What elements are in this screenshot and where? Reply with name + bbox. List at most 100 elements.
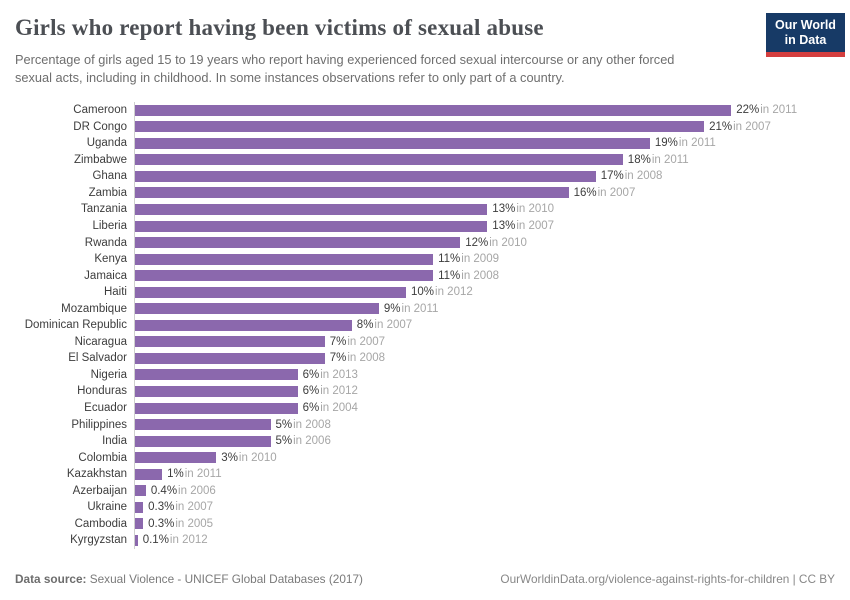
bar[interactable] (135, 468, 163, 480)
year-label: in 2004 (320, 402, 358, 415)
country-label: Dominican Republic (24, 319, 127, 332)
bar[interactable] (135, 270, 434, 282)
bar-value: 11%in 2009 (438, 253, 499, 265)
data-source-prefix: Data source: (15, 572, 87, 586)
year-label: in 2012 (320, 385, 358, 398)
bar[interactable] (135, 170, 596, 182)
value-label: 18% (627, 153, 651, 166)
year-label: in 2011 (678, 137, 716, 150)
country-label: Zambia (88, 186, 127, 199)
country-label: Tanzania (80, 203, 127, 216)
bar[interactable] (135, 237, 461, 249)
bar[interactable] (135, 220, 488, 232)
owid-logo-line1: Our World (775, 18, 836, 32)
year-label: in 2010 (516, 203, 555, 216)
bar-row: Uganda 19%in 2011 (0, 135, 850, 152)
bar-area: 7%in 2008 (134, 350, 850, 367)
bar[interactable] (135, 435, 271, 447)
bar-row: Ecuador 6%in 2004 (0, 399, 850, 417)
bar-value: 16%in 2007 (574, 187, 636, 199)
bar[interactable] (135, 303, 379, 315)
bar[interactable] (135, 352, 325, 364)
bar-value: 21%in 2007 (709, 121, 771, 133)
bar-value: 9%in 2011 (384, 303, 439, 315)
bar[interactable] (135, 319, 352, 331)
country-label: Colombia (78, 451, 127, 464)
value-label: 13% (492, 203, 516, 216)
year-label: in 2008 (293, 418, 331, 431)
bar-area: 1%in 2011 (134, 465, 850, 483)
bar[interactable] (135, 385, 298, 397)
year-label: in 2010 (489, 236, 527, 249)
country-label: Nicaragua (74, 335, 127, 348)
bar[interactable] (135, 104, 732, 116)
bar[interactable] (135, 369, 298, 381)
bar-area: 0.3%in 2007 (134, 499, 850, 516)
bar-row: Mozambique 9%in 2011 (0, 300, 850, 318)
year-label: in 2006 (178, 484, 216, 497)
chart-footer: Data source: Sexual Violence - UNICEF Gl… (15, 572, 835, 586)
bar-area: 12%in 2010 (134, 234, 850, 251)
bar-area: 11%in 2008 (134, 267, 850, 284)
footer-link[interactable]: OurWorldinData.org/violence-against-righ… (500, 572, 835, 586)
country-label: Nigeria (90, 368, 127, 381)
year-label: in 2008 (624, 170, 663, 183)
bar[interactable] (135, 253, 434, 265)
bar-area: 16%in 2007 (134, 184, 850, 202)
country-label: Ukraine (87, 501, 127, 514)
bar[interactable] (135, 501, 144, 513)
bar-row: Colombia 3%in 2010 (0, 449, 850, 466)
bar[interactable] (135, 203, 488, 215)
bar-row: Jamaica 11%in 2008 (0, 267, 850, 284)
bar[interactable] (135, 452, 217, 464)
bar-value: 7%in 2008 (330, 352, 385, 364)
value-label: 12% (465, 236, 489, 249)
bar[interactable] (135, 187, 569, 199)
bar-value: 6%in 2004 (303, 402, 358, 414)
bar[interactable] (135, 154, 623, 166)
year-label: in 2007 (733, 120, 771, 133)
bar-row: India 5%in 2006 (0, 432, 850, 450)
value-label: 13% (492, 220, 516, 232)
bar-value: 11%in 2008 (438, 270, 499, 282)
year-label: in 2012 (435, 286, 473, 299)
country-label: Cambodia (74, 517, 127, 530)
owid-logo-line2: in Data (784, 32, 827, 47)
bar-row: Liberia 13%in 2007 (0, 217, 850, 235)
bar-area: 0.1%in 2012 (134, 532, 850, 549)
country-label: India (102, 435, 127, 448)
bar[interactable] (135, 286, 406, 298)
year-label: in 2009 (461, 253, 499, 266)
year-label: in 2011 (401, 302, 439, 315)
country-label: Kenya (94, 253, 127, 266)
bar[interactable] (135, 137, 650, 149)
bar-row: Kazakhstan 1%in 2011 (0, 465, 850, 483)
owid-logo: Our World in Data (766, 13, 845, 57)
chart-subtitle: Percentage of girls aged 15 to 19 years … (15, 51, 675, 85)
bar[interactable] (135, 121, 705, 133)
year-label: in 2005 (175, 517, 214, 530)
value-label: 9% (383, 302, 401, 315)
value-label: 10% (411, 286, 435, 299)
year-label: in 2007 (374, 319, 413, 332)
bar-area: 0.4%in 2006 (134, 482, 850, 500)
bar[interactable] (135, 518, 144, 530)
bar[interactable] (135, 402, 298, 414)
value-label: 1% (167, 468, 184, 481)
bar-area: 13%in 2007 (134, 217, 850, 235)
bar-value: 5%in 2006 (276, 435, 331, 447)
bar[interactable] (135, 534, 138, 546)
bar-row: Ghana 17%in 2008 (0, 168, 850, 185)
bar-area: 21%in 2007 (134, 118, 850, 135)
bar-area: 6%in 2004 (134, 399, 850, 417)
chart-header: Girls who report having been victims of … (0, 0, 850, 87)
bar[interactable] (135, 419, 271, 431)
bar-row: Nigeria 6%in 2013 (0, 366, 850, 384)
bar[interactable] (135, 485, 146, 497)
bar-area: 13%in 2010 (134, 201, 850, 218)
country-label: DR Congo (73, 120, 127, 133)
bar-value: 13%in 2007 (492, 220, 554, 232)
country-label: Zimbabwe (73, 153, 127, 166)
country-label: Uganda (86, 137, 127, 150)
bar[interactable] (135, 336, 325, 348)
